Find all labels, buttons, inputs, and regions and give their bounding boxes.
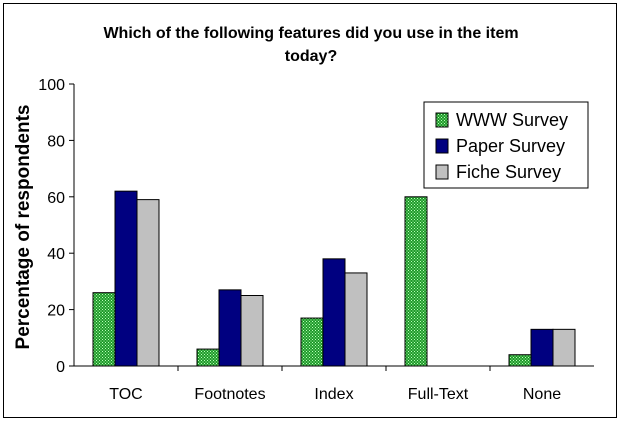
legend-swatch (435, 112, 449, 128)
bar-www-survey-index (300, 317, 324, 367)
y-tick-label: 100 (38, 77, 65, 94)
bar-www-survey-toc (92, 292, 116, 367)
bar-fiche-survey-toc (136, 199, 160, 367)
bar-www-survey-footnotes (196, 348, 220, 367)
legend-swatch (435, 164, 449, 180)
bar-paper-survey-index (322, 258, 346, 367)
bar-fiche-survey-none (552, 328, 576, 367)
y-tick-label: 0 (56, 359, 65, 376)
chart-title-line-2: today? (285, 48, 337, 65)
x-tick-label: None (523, 386, 561, 403)
x-tick-label: TOC (109, 386, 142, 403)
y-tick-label: 60 (47, 190, 65, 207)
bar-www-survey-full-text (404, 196, 428, 367)
y-tick-label: 40 (47, 246, 65, 263)
y-tick-label: 80 (47, 133, 65, 150)
x-tick-label: Index (314, 386, 353, 403)
y-tick-label: 20 (47, 303, 65, 320)
bar-fiche-survey-index (344, 272, 368, 367)
bar-paper-survey-toc (114, 190, 138, 367)
chart-title-line-1: Which of the following features did you … (103, 25, 518, 42)
y-axis-label: Percentage of respondents (13, 105, 34, 350)
bar-paper-survey-footnotes (218, 289, 242, 367)
legend-entry-label: Paper Survey (456, 136, 565, 156)
legend-swatch (435, 138, 449, 154)
legend-box (423, 101, 589, 189)
bar-paper-survey-none (530, 328, 554, 367)
x-tick-label: Footnotes (194, 386, 265, 403)
legend-entry-label: Fiche Survey (456, 162, 561, 182)
bar-fiche-survey-footnotes (240, 295, 264, 367)
bar-www-survey-none (508, 354, 532, 367)
legend-entry-label: WWW Survey (456, 110, 568, 130)
x-tick-label: Full-Text (408, 386, 469, 403)
